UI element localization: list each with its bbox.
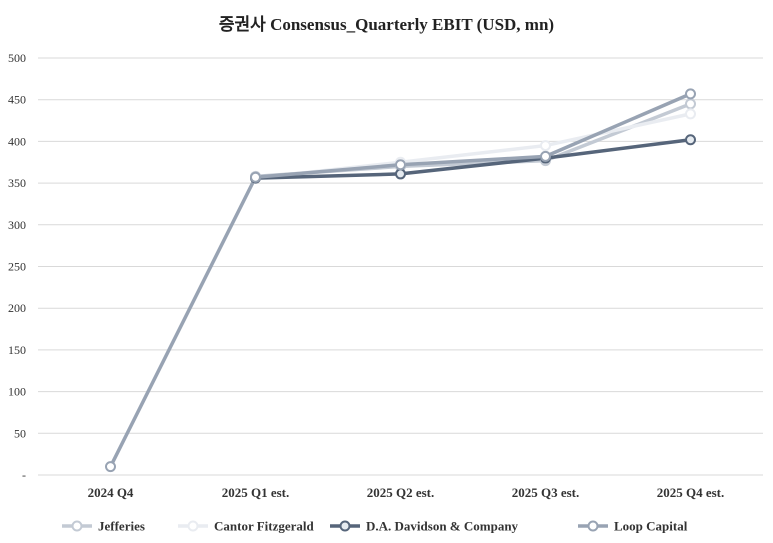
x-tick-label: 2025 Q3 est. <box>512 485 580 500</box>
series-line-2 <box>253 137 693 180</box>
legend-swatch-marker <box>71 520 83 532</box>
x-tick-label: 2024 Q4 <box>88 485 134 500</box>
y-tick-label: 450 <box>8 93 26 107</box>
y-tick-label: 300 <box>8 218 26 232</box>
y-tick-label: - <box>22 468 26 482</box>
legend-swatch-marker <box>187 520 199 532</box>
series-point-3-0 <box>105 461 116 473</box>
series-point-3-4 <box>685 88 696 100</box>
x-tick-label: 2025 Q2 est. <box>367 485 435 500</box>
x-tick-label: 2025 Q4 est. <box>657 485 725 500</box>
series-point-3-3 <box>540 150 551 162</box>
y-tick-label: 500 <box>8 51 26 65</box>
series-point-3-2 <box>395 159 406 171</box>
series-point-2-2 <box>395 168 406 180</box>
series-point-2-4 <box>685 134 696 146</box>
y-tick-label: 250 <box>8 260 26 274</box>
y-tick-label: 100 <box>8 385 26 399</box>
series-point-1-3 <box>540 140 551 152</box>
legend-label: D.A. Davidson & Company <box>366 519 519 534</box>
chart-title: 증권사 Consensus_Quarterly EBIT (USD, mn) <box>218 15 555 34</box>
y-tick-label: 400 <box>8 134 26 148</box>
legend-label: Jefferies <box>98 519 145 534</box>
legend-swatch-marker <box>339 520 351 532</box>
y-tick-label: 150 <box>8 343 26 357</box>
series-point-0-4 <box>685 98 696 110</box>
series-point-3-1 <box>250 171 261 183</box>
legend-label: Loop Capital <box>614 519 688 534</box>
legend-swatch-marker <box>587 520 599 532</box>
y-tick-label: 350 <box>8 176 26 190</box>
x-tick-label: 2025 Q1 est. <box>222 485 290 500</box>
series-point-1-4 <box>685 108 696 120</box>
legend-label: Cantor Fitzgerald <box>214 519 315 534</box>
y-tick-label: 50 <box>14 426 26 440</box>
y-tick-label: 200 <box>8 301 26 315</box>
